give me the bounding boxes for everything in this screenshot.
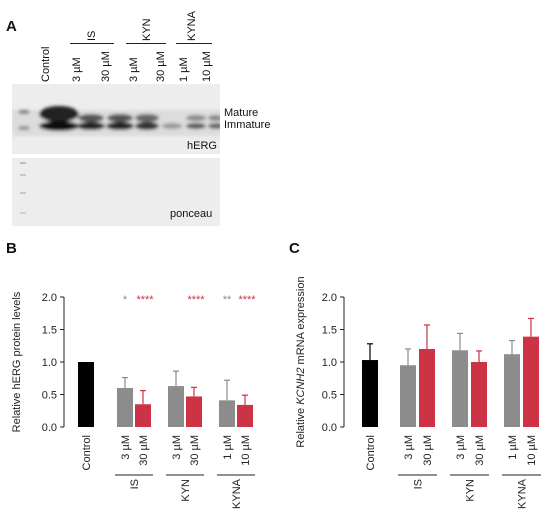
group-label: IS: [129, 479, 141, 489]
bar: [237, 404, 253, 427]
category-label: 1 µM: [222, 435, 234, 460]
group-label: KYN: [180, 479, 192, 502]
y-tick-label: 1.0: [322, 357, 337, 369]
y-label-part: Relative: [295, 405, 307, 448]
significance-red: ****: [187, 294, 205, 306]
significance-gray: *: [123, 294, 128, 306]
group-overline: [70, 43, 114, 44]
significance-red: ****: [136, 294, 154, 306]
category-label: Control: [81, 435, 93, 470]
y-axis-label: Relative KCNH2 mRNA expression: [295, 276, 307, 447]
mrna-bar-chart: 0.0 0.5 1.0 1.5 2.0 Relative KCNH2 mRNA expre…: [295, 276, 541, 509]
protein-bar-chart: 0.0 0.5 1.0 1.5 2.0 Relative hERG protein lev…: [11, 291, 256, 509]
category-label: 3 µM: [171, 435, 183, 460]
y-label-gene: KCNH2: [295, 368, 307, 405]
hERG-bands: [12, 106, 224, 136]
y-tick-label: 1.5: [42, 325, 57, 337]
hERG-blot: hERG: [12, 84, 224, 154]
category-label: Control: [365, 435, 377, 470]
lane-label: 30 µM: [155, 51, 167, 82]
lane-label: 3 µM: [128, 57, 140, 82]
ponceau-stain: [20, 162, 26, 214]
y-tick-label: 1.0: [42, 357, 57, 369]
group-label: IS: [86, 30, 98, 41]
y-tick-label: 2.0: [322, 292, 337, 304]
bar: [362, 360, 378, 427]
panel-c-letter: C: [289, 240, 300, 257]
category-label: 10 µM: [240, 435, 252, 466]
bar: [452, 350, 468, 427]
group-label: KYNA: [517, 478, 529, 509]
bar: [523, 336, 539, 427]
panel-a-letter: A: [6, 18, 17, 35]
panel-b-letter: B: [6, 240, 17, 257]
category-label: 3 µM: [120, 435, 132, 460]
lane-label: 30 µM: [100, 51, 112, 82]
lane-label: Control: [40, 46, 52, 82]
y-tick-label: 0.0: [322, 422, 337, 434]
group-overline: [126, 43, 166, 44]
category-label: 1 µM: [507, 435, 519, 460]
lane-label: 1 µM: [178, 57, 190, 82]
lane-label: 3 µM: [71, 57, 83, 82]
group-label: KYN: [465, 479, 477, 502]
group-label: KYN: [141, 18, 153, 41]
category-label: 3 µM: [455, 435, 467, 460]
y-label-part: mRNA expression: [295, 276, 307, 367]
band-label-mature: Mature: [224, 107, 259, 119]
bar: [419, 349, 435, 427]
y-axis-label: Relative hERG protein levels: [11, 291, 23, 432]
hERG-label: hERG: [187, 140, 217, 152]
significance-red: ****: [238, 294, 256, 306]
bar: [186, 396, 202, 427]
lane-label: 10 µM: [201, 51, 213, 82]
category-label: 3 µM: [403, 435, 415, 460]
y-tick-label: 0.5: [42, 390, 57, 402]
bar: [117, 388, 133, 427]
group-overline: [176, 43, 212, 44]
ponceau-blot: ponceau: [12, 158, 220, 226]
bar: [78, 362, 94, 427]
category-label: 10 µM: [526, 435, 538, 466]
category-label: 30 µM: [138, 435, 150, 466]
category-label: 30 µM: [422, 435, 434, 466]
bar: [504, 354, 520, 427]
y-tick-label: 2.0: [42, 292, 57, 304]
y-tick-label: 0.5: [322, 390, 337, 402]
band-label-immature: Immature: [224, 119, 271, 131]
bar: [471, 362, 487, 427]
y-tick-label: 0.0: [42, 422, 57, 434]
group-label: IS: [413, 479, 425, 489]
category-label: 30 µM: [474, 435, 486, 466]
group-label: KYNA: [186, 11, 198, 41]
category-label: 30 µM: [189, 435, 201, 466]
bar: [168, 386, 184, 427]
bar: [135, 404, 151, 427]
bar: [219, 400, 235, 427]
group-label: KYNA: [231, 478, 243, 509]
significance-gray: **: [223, 294, 232, 306]
bar: [400, 365, 416, 427]
ponceau-label: ponceau: [170, 208, 213, 220]
y-tick-label: 1.5: [322, 325, 337, 337]
